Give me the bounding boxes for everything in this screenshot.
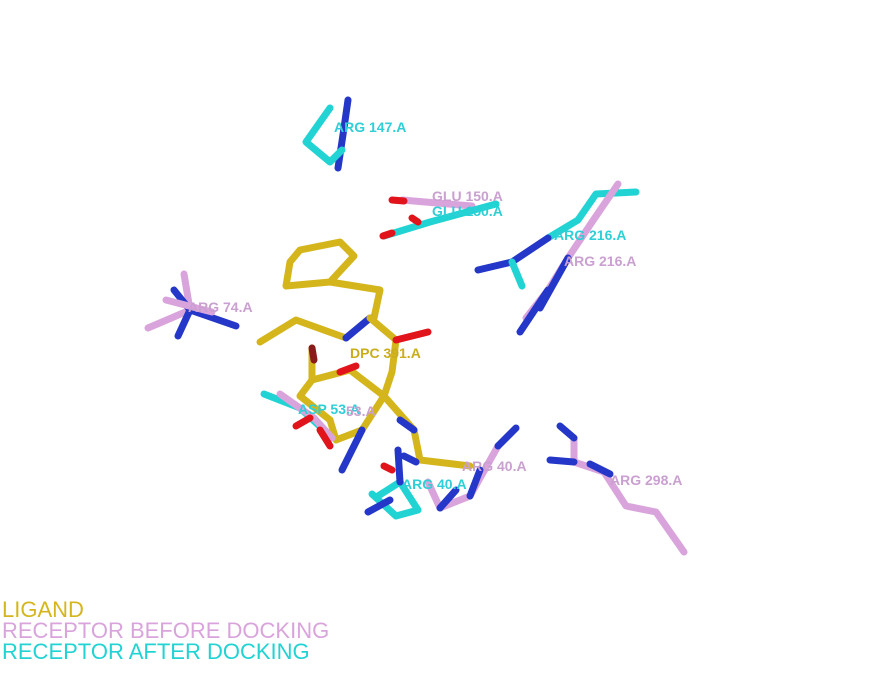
label-arg216-before: ARG 216.A [564,253,636,269]
label-asp53-after: ASP 53.A [298,401,360,417]
label-arg298: ARG 298.A [610,472,682,488]
label-arg40-after: ARG 40.A [402,476,467,492]
legend-receptor-after: RECEPTOR AFTER DOCKING [2,639,310,664]
label-asp53-before: 53.A [346,403,376,419]
arg216-sticks [474,180,640,336]
dpc391-sticks [256,238,474,474]
label-arg40-before: ARG 40.A [462,458,527,474]
legend-ligand: LIGAND [2,597,84,622]
arg40-sticks [364,424,520,520]
label-dpc391: DPC 391.A [350,345,421,361]
glu150-sticks [379,196,500,240]
label-arg147: ARG 147.A [334,119,406,135]
arg74-sticks [144,270,240,340]
label-glu150-after: GLU 150.A [432,203,503,219]
legend-receptor-before: RECEPTOR BEFORE DOCKING [2,618,330,643]
arg147-sticks [302,96,352,172]
label-arg74: ARG 74.A [188,299,253,315]
label-arg216-after: ARG 216.A [554,227,626,243]
asp53-sticks [260,390,336,450]
arg298-sticks [546,422,688,556]
label-glu150-before: GLU 150.A [432,188,503,204]
